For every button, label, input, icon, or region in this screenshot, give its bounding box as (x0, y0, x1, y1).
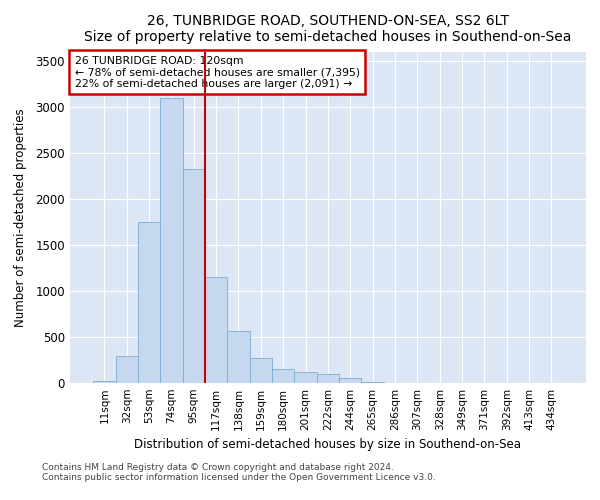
Bar (317, 374, 339, 383)
Text: Contains HM Land Registry data © Crown copyright and database right 2024.: Contains HM Land Registry data © Crown c… (42, 464, 394, 472)
Bar (182, 169, 205, 383)
Bar (160, 98, 182, 383)
X-axis label: Distribution of semi-detached houses by size in Southend-on-Sea: Distribution of semi-detached houses by … (134, 438, 521, 451)
Text: 26 TUNBRIDGE ROAD: 120sqm
← 78% of semi-detached houses are smaller (7,395)
22% : 26 TUNBRIDGE ROAD: 120sqm ← 78% of semi-… (75, 56, 360, 88)
Bar (116, 356, 138, 383)
Bar (361, 382, 384, 383)
Bar (250, 358, 272, 383)
Bar (227, 332, 250, 383)
Text: Contains public sector information licensed under the Open Government Licence v3: Contains public sector information licen… (42, 474, 436, 482)
Bar (272, 369, 295, 383)
Bar (339, 378, 361, 383)
Title: 26, TUNBRIDGE ROAD, SOUTHEND-ON-SEA, SS2 6LT
Size of property relative to semi-d: 26, TUNBRIDGE ROAD, SOUTHEND-ON-SEA, SS2… (84, 14, 572, 44)
Bar (93, 382, 116, 383)
Bar (295, 372, 317, 383)
Bar (205, 277, 227, 383)
Y-axis label: Number of semi-detached properties: Number of semi-detached properties (14, 108, 27, 327)
Bar (138, 222, 160, 383)
